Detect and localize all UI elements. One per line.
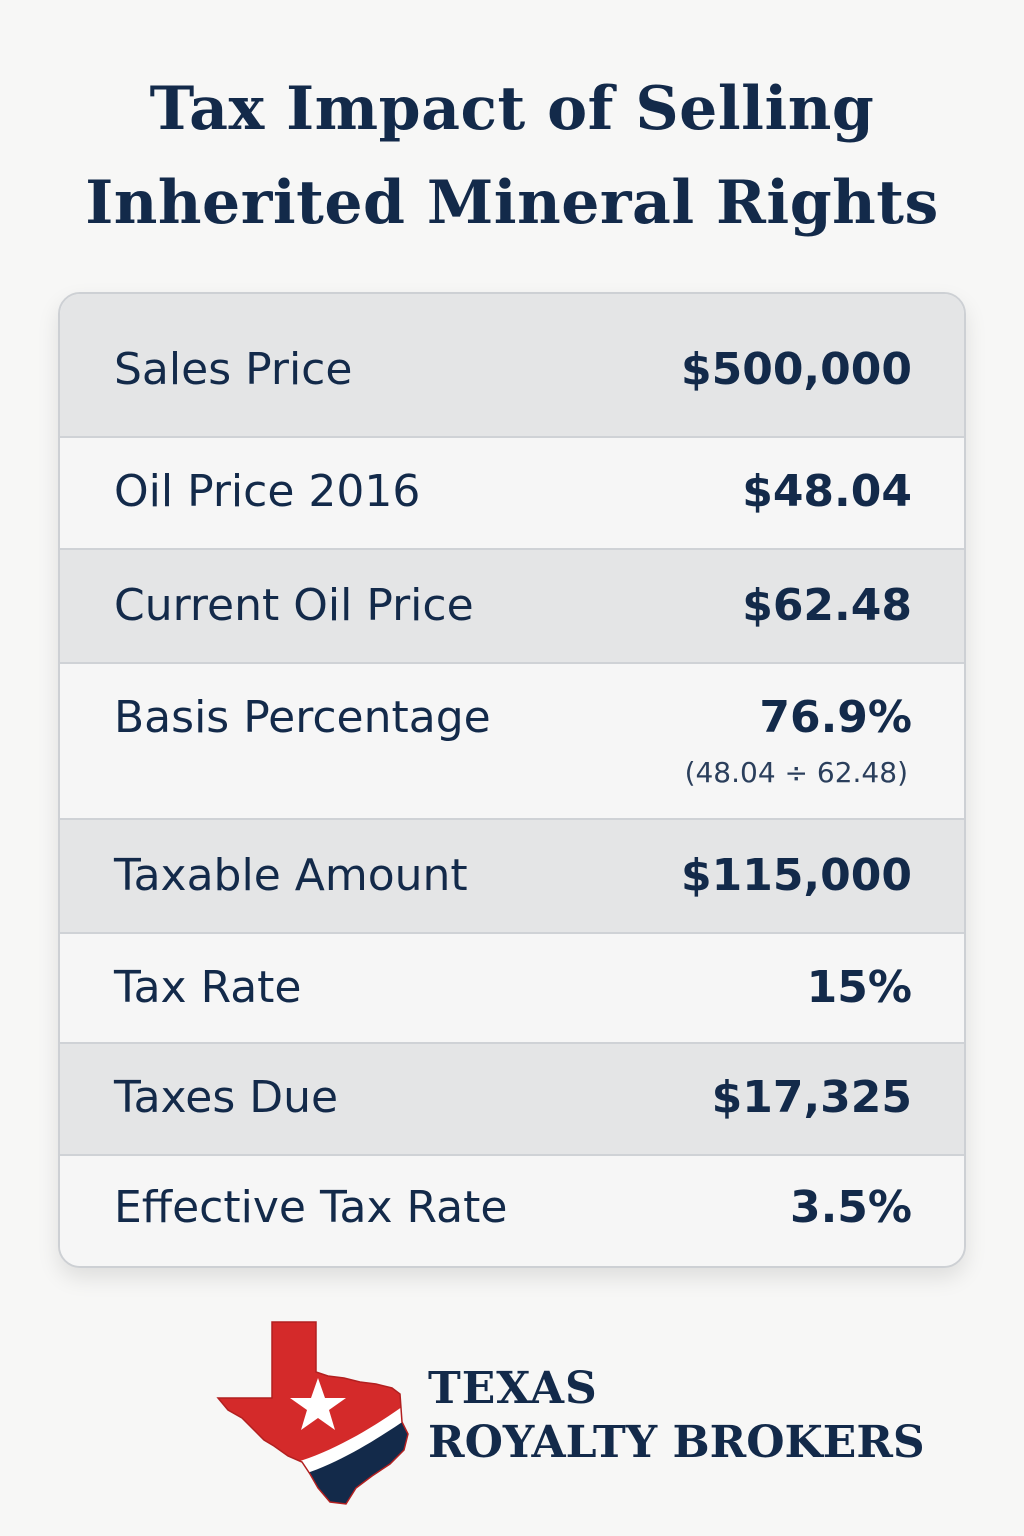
row-label: Sales Price	[114, 344, 353, 395]
texas-star-icon	[214, 1318, 414, 1513]
row-value: $48.04	[742, 466, 912, 517]
row-basis-percentage: Basis Percentage 76.9% (48.04 ÷ 62.48)	[60, 664, 964, 820]
tax-table: Sales Price $500,000 Oil Price 2016 $48.…	[58, 292, 966, 1268]
row-current-oil-price: Current Oil Price $62.48	[60, 550, 964, 664]
row-value: $62.48	[742, 580, 912, 631]
row-value: $500,000	[680, 344, 912, 395]
brand-name: TEXAS ROYALTY BROKERS	[428, 1362, 925, 1470]
row-taxes-due: Taxes Due $17,325	[60, 1044, 964, 1156]
row-label: Taxes Due	[114, 1072, 339, 1123]
row-value: 3.5%	[789, 1182, 912, 1233]
title-line-2: Inherited Mineral Rights	[85, 168, 939, 238]
row-label: Effective Tax Rate	[114, 1182, 508, 1233]
row-value: $17,325	[711, 1072, 912, 1123]
row-note: (48.04 ÷ 62.48)	[684, 756, 908, 789]
row-value: $115,000	[680, 850, 912, 901]
row-label: Tax Rate	[114, 962, 302, 1013]
row-sales-price: Sales Price $500,000	[60, 294, 964, 438]
row-label: Current Oil Price	[114, 580, 474, 631]
row-value: 15%	[806, 962, 912, 1013]
page-title: Tax Impact of Selling Inherited Mineral …	[0, 62, 1024, 250]
row-label: Taxable Amount	[114, 850, 468, 901]
row-value: 76.9%	[759, 692, 912, 743]
row-effective-tax-rate: Effective Tax Rate 3.5%	[60, 1156, 964, 1266]
brand-line-2: ROYALTY BROKERS	[428, 1417, 925, 1468]
title-line-1: Tax Impact of Selling	[149, 74, 875, 144]
row-taxable-amount: Taxable Amount $115,000	[60, 820, 964, 934]
row-tax-rate: Tax Rate 15%	[60, 934, 964, 1044]
row-label: Oil Price 2016	[114, 466, 421, 517]
row-label: Basis Percentage	[114, 692, 491, 743]
brand-line-1: TEXAS	[428, 1363, 598, 1414]
row-oil-price-2016: Oil Price 2016 $48.04	[60, 438, 964, 550]
